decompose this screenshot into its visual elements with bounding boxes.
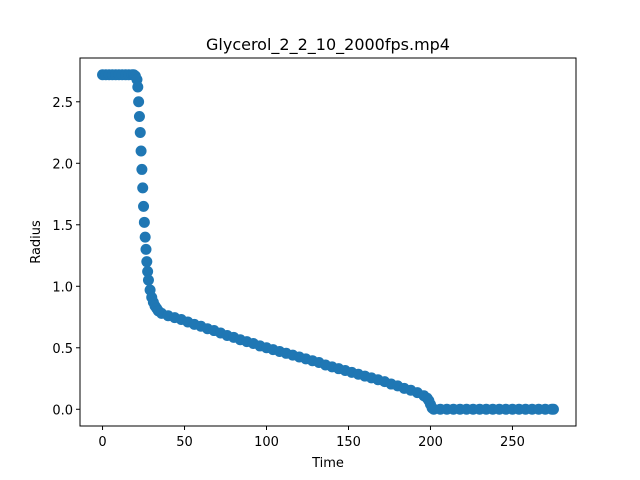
axes-frame — [79, 57, 577, 427]
y-tick-label: 0.5 — [52, 342, 73, 357]
point — [137, 182, 149, 194]
point — [132, 81, 144, 93]
x-tick-label: 250 — [500, 435, 525, 450]
x-tick-label: 50 — [176, 435, 193, 450]
y-tick-label: 0.0 — [52, 403, 73, 418]
x-axis-label: Time — [311, 456, 344, 471]
point — [133, 96, 145, 108]
y-axis-label: Radius — [29, 220, 44, 264]
point — [141, 256, 153, 268]
chart-title: Glycerol_2_2_10_2000fps.mp4 — [206, 35, 450, 55]
y-tick-label: 2.5 — [52, 96, 73, 111]
point — [138, 200, 150, 212]
point — [138, 216, 150, 228]
point — [140, 243, 152, 255]
point — [139, 231, 151, 243]
point — [142, 266, 154, 278]
point — [134, 127, 146, 139]
point — [142, 274, 154, 286]
x-tick-label: 100 — [254, 435, 279, 450]
point — [133, 111, 145, 123]
x-tick-label: 200 — [418, 435, 443, 450]
point — [547, 403, 559, 415]
y-tick-label: 2.0 — [52, 157, 73, 172]
y-tick-label: 1.0 — [52, 280, 73, 295]
x-tick-label: 150 — [336, 435, 361, 450]
x-tick-label: 0 — [98, 435, 106, 450]
point — [135, 145, 147, 157]
y-tick-label: 1.5 — [52, 219, 73, 234]
point — [136, 163, 148, 175]
